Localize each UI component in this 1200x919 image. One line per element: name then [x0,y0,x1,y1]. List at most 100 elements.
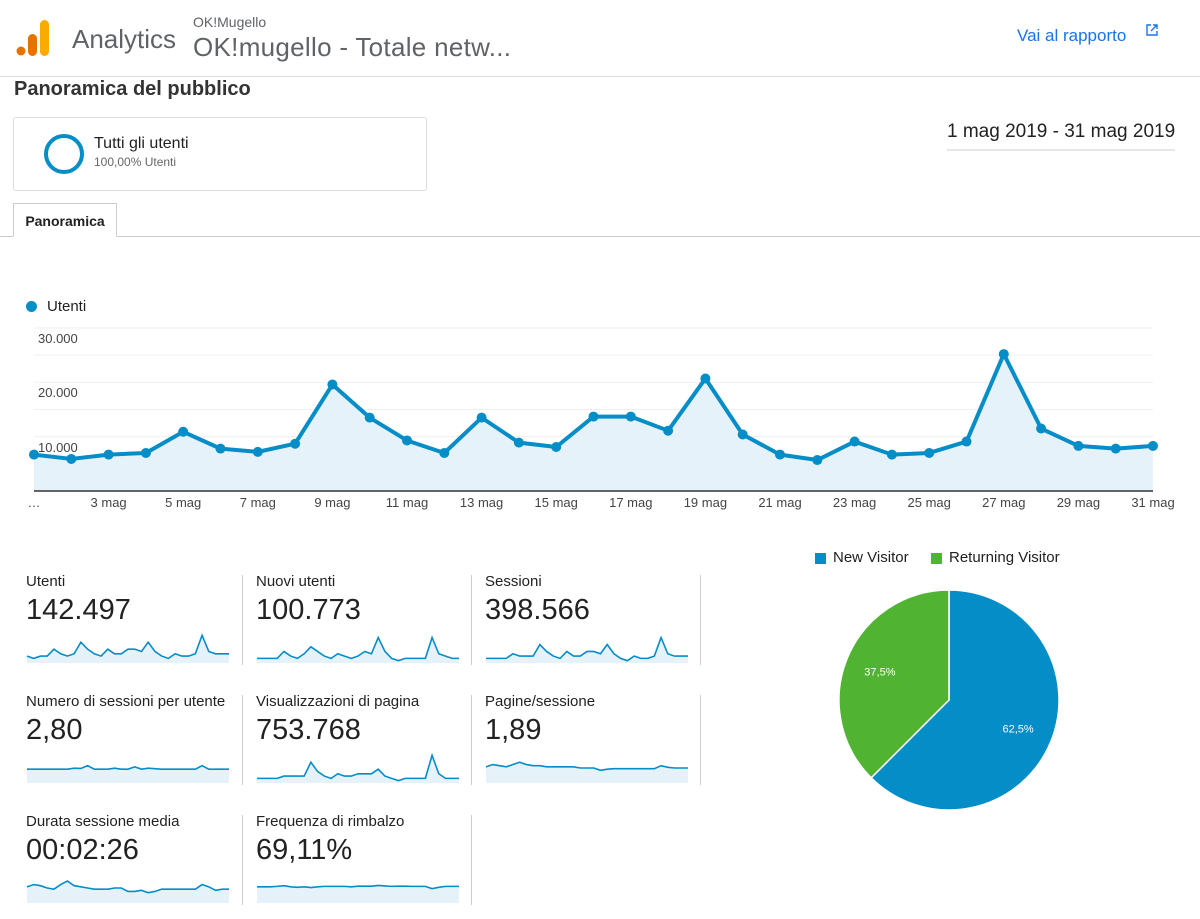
metric-label: Pagine/sessione [485,693,596,710]
data-point [700,373,711,384]
data-point [625,411,636,422]
metric-value: 142.497 [26,594,131,626]
data-point [961,436,972,447]
sparkline-line [27,764,229,770]
data-point [476,412,487,423]
sparkline-line [257,884,459,890]
metric-label: Visualizzazioni di pagina [256,693,420,710]
metric-numero-di-sessioni-per-utente[interactable]: Numero di sessioni per utente 2,80 [26,693,229,785]
tab-panoramica[interactable]: Panoramica [13,203,117,237]
x-tick-label: 29 mag [1056,495,1101,510]
data-point [1148,440,1158,451]
legend-swatch-new-visitor [815,553,826,564]
pie-slice-0 [870,589,1060,811]
sparkline-line [485,761,688,772]
data-point [1073,440,1084,451]
x-tick-label: 27 mag [982,495,1026,510]
x-tick-label: 3 mag [90,495,127,510]
x-tick-label: 23 mag [832,495,877,510]
data-point [140,447,151,458]
account-name[interactable]: OK!Mugello [193,14,267,30]
data-point [252,446,263,457]
metric-pagine-sessione[interactable]: Pagine/sessione 1,89 [485,693,688,785]
legend-label-utenti[interactable]: Utenti [47,298,87,315]
metric-utenti[interactable]: Utenti 142.497 [26,573,229,665]
legend-swatch-returning-visitor [931,553,942,564]
metric-label: Sessioni [485,573,542,590]
data-point [364,412,375,423]
segment-ring-icon [44,134,84,174]
metric-label: Durata sessione media [26,813,180,830]
metric-value: 100.773 [256,594,361,626]
metric-sparkline [257,635,459,663]
data-point [551,441,562,452]
segment-name: Tutti gli utenti [94,135,189,152]
metric-label: Frequenza di rimbalzo [256,813,405,830]
property-selector[interactable]: OK!mugello - Totale netw... [193,32,512,62]
metric-divider [471,575,472,665]
tab-divider [0,236,1200,237]
metric-value: 69,11% [256,834,353,866]
metric-visualizzazioni-di-pagina[interactable]: Visualizzazioni di pagina 753.768 [256,693,459,785]
metric-divider [471,815,472,905]
segment-percentage: 100,00% Utenti [94,155,177,169]
y-tick-label: 20.000 [38,385,78,401]
data-point [588,411,599,422]
data-point [886,449,897,460]
data-point [513,437,524,448]
data-point [737,429,748,440]
sparkline-fill [27,635,229,663]
x-tick-label: 15 mag [534,495,578,510]
metric-sparkline [257,752,459,783]
brand-name: Analytics [72,24,177,54]
data-point [215,443,226,454]
metric-label: Utenti [26,573,66,590]
sparkline-fill [27,765,229,783]
data-point [402,435,412,446]
data-point [998,349,1009,360]
metric-sparkline [27,764,229,783]
data-point [1110,443,1121,454]
sparkline-line [26,633,229,660]
y-tick-label: 30.000 [38,331,78,346]
metric-divider [700,695,701,785]
y-tick-label: 10.000 [38,439,78,455]
metric-durata-sessione-media[interactable]: Durata sessione media 00:02:26 [26,813,229,905]
metric-label: Numero di sessioni per utente [26,693,226,710]
sparkline-fill [257,885,459,903]
data-point [812,455,823,466]
sparkline-line [257,752,459,782]
sparkline-fill [257,637,459,663]
date-range-picker[interactable]: 1 mag 2019 - 31 mag 2019 [947,121,1176,151]
go-to-report-link[interactable]: Vai al rapporto [1017,26,1127,45]
page-title: Panoramica del pubblico [14,78,251,100]
x-tick-label: 21 mag [758,495,802,510]
data-point [66,453,77,464]
x-tick-label: 17 mag [609,495,653,510]
sparkline-fill [486,762,688,783]
x-tick-label: 31 mag [1131,495,1175,510]
pie-slice-label: 62,5% [1003,724,1034,736]
metric-divider [242,695,243,785]
segment-card[interactable]: Tutti gli utenti 100,00% Utenti [13,117,427,191]
legend-label-new-visitor: New Visitor [833,549,909,566]
x-tick-label: 5 mag [165,495,202,510]
sparkline-line [26,880,229,894]
open-in-new-icon[interactable] [1146,24,1158,36]
metric-nuovi-utenti[interactable]: Nuovi utenti 100.773 [256,573,459,665]
data-point [1036,423,1047,434]
metric-sessioni[interactable]: Sessioni 398.566 [485,573,688,665]
data-point [29,449,39,460]
metric-value: 00:02:26 [26,834,139,866]
pie-slice-label: 37,5% [864,666,895,678]
metric-frequenza-di-rimbalzo[interactable]: Frequenza di rimbalzo 69,11% [256,813,459,905]
sparkline-fill [486,637,688,663]
metric-label: Nuovi utenti [256,573,336,590]
x-tick-label: … [27,495,41,510]
metric-divider [700,575,701,665]
metric-value: 753.768 [256,714,361,746]
top-bar: Analytics OK!Mugello OK!mugello - Totale… [0,0,1200,77]
data-point [290,438,301,449]
data-point [663,425,674,436]
analytics-logo-icon [16,20,49,56]
